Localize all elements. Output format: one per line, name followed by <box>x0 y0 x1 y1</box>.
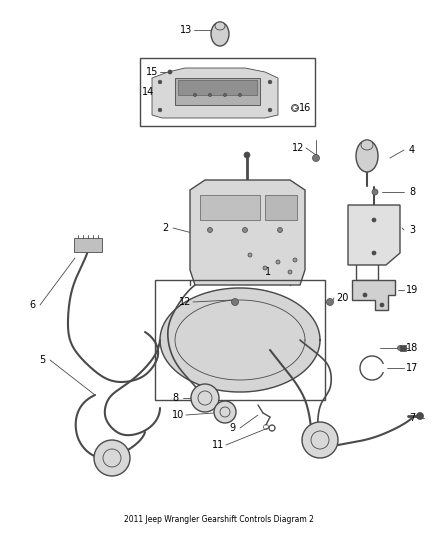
Circle shape <box>223 93 226 96</box>
Text: 16: 16 <box>299 103 311 113</box>
Circle shape <box>363 293 367 297</box>
Text: 10: 10 <box>172 410 184 420</box>
Circle shape <box>398 345 403 351</box>
Text: 9: 9 <box>229 423 235 433</box>
Circle shape <box>214 401 236 423</box>
Text: 8: 8 <box>409 187 415 197</box>
Polygon shape <box>190 180 305 285</box>
Circle shape <box>248 253 252 257</box>
Ellipse shape <box>356 140 378 172</box>
Circle shape <box>232 298 239 305</box>
Circle shape <box>417 413 424 419</box>
Circle shape <box>168 70 172 74</box>
Circle shape <box>243 228 247 232</box>
Circle shape <box>103 449 121 467</box>
Circle shape <box>380 303 384 307</box>
Circle shape <box>158 80 162 84</box>
Circle shape <box>198 391 212 405</box>
Circle shape <box>293 258 297 262</box>
Circle shape <box>94 440 130 476</box>
Text: 15: 15 <box>146 67 158 77</box>
Circle shape <box>244 152 250 158</box>
Text: 18: 18 <box>406 343 418 353</box>
Polygon shape <box>152 68 278 118</box>
Circle shape <box>276 260 280 264</box>
Text: 3: 3 <box>409 225 415 235</box>
Bar <box>265 195 297 220</box>
Circle shape <box>311 431 329 449</box>
Polygon shape <box>160 288 320 392</box>
Text: 4: 4 <box>409 145 415 155</box>
Polygon shape <box>348 205 400 265</box>
Ellipse shape <box>215 22 225 30</box>
Text: 8: 8 <box>172 393 178 403</box>
Circle shape <box>312 155 319 161</box>
Text: 17: 17 <box>406 363 418 373</box>
Circle shape <box>372 189 378 195</box>
Bar <box>200 195 260 220</box>
Text: 1: 1 <box>265 267 271 277</box>
Text: 6: 6 <box>29 300 35 310</box>
Circle shape <box>208 228 212 232</box>
Text: 2: 2 <box>162 223 168 233</box>
Bar <box>140 58 315 126</box>
Text: 14: 14 <box>142 87 154 97</box>
Circle shape <box>208 93 212 96</box>
Bar <box>400 345 406 351</box>
Circle shape <box>372 251 376 255</box>
Circle shape <box>263 266 267 270</box>
Text: 20: 20 <box>336 293 348 303</box>
Text: 19: 19 <box>406 285 418 295</box>
Text: 13: 13 <box>180 25 192 35</box>
Text: 11: 11 <box>212 440 224 450</box>
Circle shape <box>372 218 376 222</box>
Circle shape <box>326 298 333 305</box>
Circle shape <box>288 270 292 274</box>
Circle shape <box>239 93 241 96</box>
Bar <box>178 80 257 95</box>
Text: 12: 12 <box>292 143 304 153</box>
Text: 5: 5 <box>39 355 45 365</box>
Circle shape <box>268 80 272 84</box>
Circle shape <box>302 422 338 458</box>
Text: 7: 7 <box>409 413 415 423</box>
Polygon shape <box>352 280 395 310</box>
Ellipse shape <box>211 22 229 46</box>
Circle shape <box>268 108 272 112</box>
Polygon shape <box>175 78 260 105</box>
Ellipse shape <box>361 140 373 150</box>
Bar <box>74 238 102 252</box>
Circle shape <box>191 384 219 412</box>
Text: 12: 12 <box>179 297 191 307</box>
Circle shape <box>278 228 283 232</box>
Circle shape <box>194 93 197 96</box>
Bar <box>155 280 325 400</box>
Circle shape <box>220 407 230 417</box>
Circle shape <box>158 108 162 112</box>
Text: 2011 Jeep Wrangler Gearshift Controls Diagram 2: 2011 Jeep Wrangler Gearshift Controls Di… <box>124 515 314 524</box>
